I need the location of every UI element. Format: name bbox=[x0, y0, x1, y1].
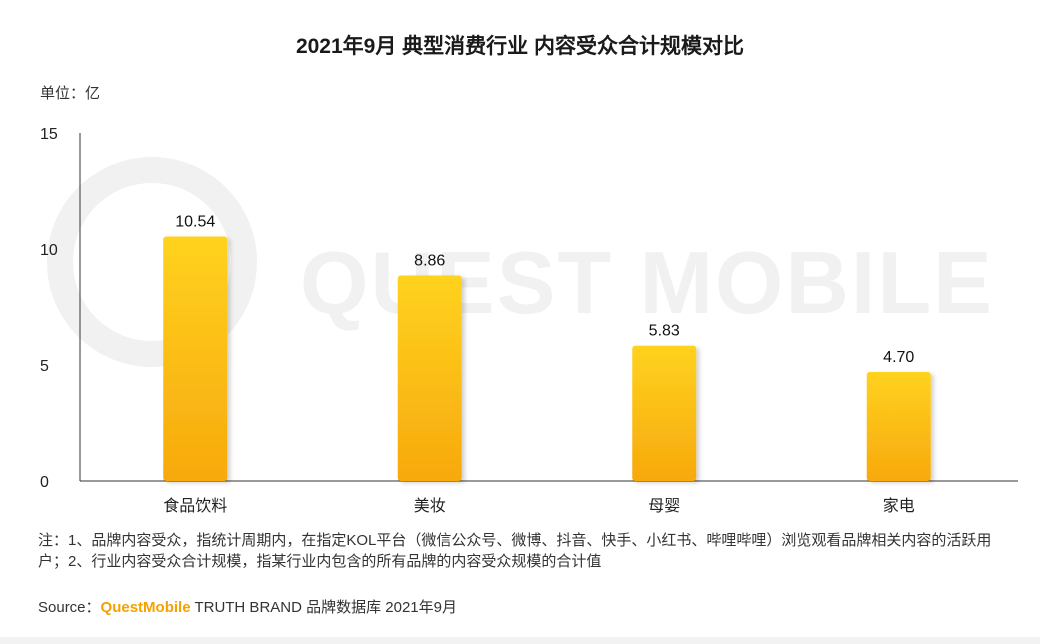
x-tick-label: 食品饮料 bbox=[163, 497, 227, 515]
y-tick-label: 5 bbox=[40, 358, 49, 375]
y-tick-label: 0 bbox=[40, 474, 49, 491]
bar-value-label: 5.83 bbox=[649, 323, 680, 340]
x-tick-label: 家电 bbox=[883, 497, 915, 515]
x-tick-label: 美妆 bbox=[414, 497, 446, 515]
bar-value-label: 4.70 bbox=[883, 349, 914, 366]
footnote: 注：1、品牌内容受众，指统计周期内，在指定KOL平台（微信公众号、微博、抖音、快… bbox=[38, 532, 992, 570]
bar-4 bbox=[866, 371, 931, 481]
x-tick-label: 母婴 bbox=[648, 498, 680, 515]
bar-value-label: 8.86 bbox=[414, 252, 445, 269]
bar-1 bbox=[163, 236, 228, 481]
y-tick-label: 10 bbox=[40, 242, 58, 259]
source-prefix: Source： bbox=[38, 599, 101, 616]
bottom-divider bbox=[0, 637, 1040, 644]
bar-value-label: 10.54 bbox=[175, 213, 215, 230]
bar-3 bbox=[632, 345, 697, 481]
bar-2 bbox=[397, 275, 462, 481]
source-brand: QuestMobile bbox=[100, 599, 191, 616]
unit-label: 单位：亿 bbox=[40, 85, 101, 102]
watermark-logo-icon bbox=[47, 157, 257, 367]
source-line: Source：QuestMobile TRUTH BRAND 品牌数据库 202… bbox=[38, 596, 457, 617]
chart-title: 2021年9月 典型消费行业 内容受众合计规模对比 bbox=[295, 35, 745, 58]
bar-chart: 0 5 10 15 10.54 8.86 5.83 4.70 食品饮料 美妆 母婴 家电 bbox=[40, 126, 1018, 515]
y-tick-label: 15 bbox=[40, 126, 58, 143]
source-suffix: TRUTH BRAND 品牌数据库 2021年9月 bbox=[190, 599, 457, 616]
